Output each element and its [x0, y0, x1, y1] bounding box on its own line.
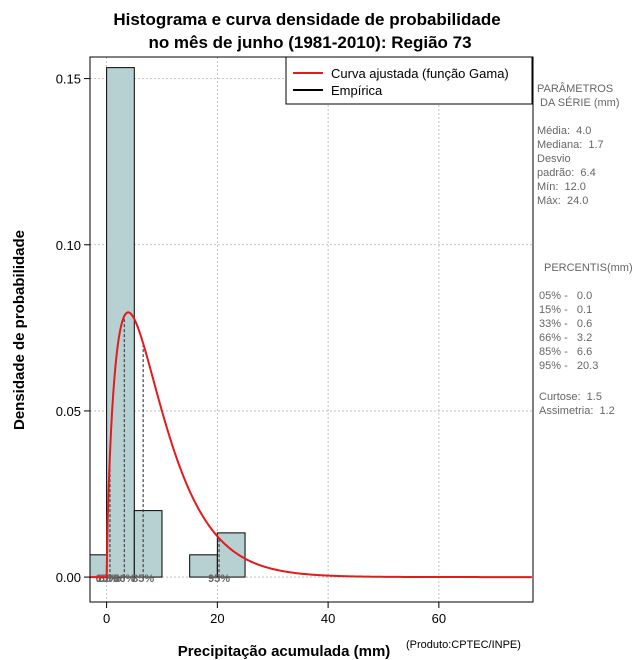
params-title-2: DA SÉRIE (mm): [537, 96, 620, 109]
stat-max: Máx: 24.0: [537, 195, 588, 207]
legend-label-fitted-curve: Curva ajustada (função Gama): [331, 66, 509, 81]
legend-label-empirical: Empírica: [331, 83, 383, 98]
credit-text: (Produto:CPTEC/INPE): [406, 639, 521, 651]
percentiles-title: PERCENTIS(mm): [544, 262, 633, 274]
x-axis: 0 20 40 60: [103, 602, 446, 626]
percentile-label-0: 05%: [96, 573, 118, 585]
stat-stddev-line-1: Desvio: [537, 153, 571, 165]
stat-mean: Média: 4.0: [537, 125, 591, 137]
statistics-panel: PARÂMETROS DA SÉRIE (mm) Média: 4.0 Medi…: [537, 82, 633, 417]
params-title-1: PARÂMETROS: [537, 82, 613, 95]
gamma-fitted-curve: [90, 311, 532, 579]
histogram-bars: [89, 67, 246, 578]
percentile-label-1: 15%: [96, 573, 118, 585]
y-axis: 0.00 0.05 0.10 0.15: [56, 72, 90, 585]
x-axis-label: Precipitação acumulada (mm): [178, 643, 391, 660]
y-tick-label-2: 0.10: [56, 238, 81, 253]
percentile-label-2: 33%: [99, 573, 121, 585]
stat-median: Mediana: 1.7: [537, 139, 604, 151]
percentile-95: 95% - 20.3: [539, 360, 598, 372]
y-tick-label-0: 0.00: [56, 570, 81, 585]
y-axis-label: Densidade de probabilidade: [11, 230, 28, 430]
percentile-markers: 05%15%33%66%85% 95%: [96, 315, 230, 585]
stat-min: Mín: 12.0: [537, 181, 586, 193]
percentile-label-3: 66%: [113, 573, 135, 585]
percentile-85: 85% - 6.6: [539, 346, 592, 358]
legend: Curva ajustada (função Gama) Empírica: [285, 56, 533, 105]
percentile-15: 15% - 0.1: [539, 304, 592, 316]
y-tick-label-3: 0.15: [56, 72, 81, 87]
legend-box: [285, 56, 533, 105]
percentile-label-5: 95%: [208, 573, 230, 585]
x-tick-label-2: 40: [321, 611, 335, 626]
x-tick-label-1: 20: [210, 611, 224, 626]
x-tick-label-3: 60: [432, 611, 446, 626]
chart-title-line-2: no mês de junho (1981-2010): Região 73: [148, 33, 471, 52]
percentile-66: 66% - 3.2: [539, 332, 592, 344]
percentile-05: 05% - 0.0: [539, 290, 592, 302]
chart-title-line-1: Histograma e curva densidade de probabil…: [113, 10, 500, 29]
gamma-curve-layer: [90, 311, 532, 579]
percentile-33: 33% - 0.6: [539, 318, 592, 330]
stat-kurtosis: Curtose: 1.5: [539, 391, 602, 403]
stat-skewness: Assimetria: 1.2: [539, 405, 615, 417]
histogram-bar-2: [133, 510, 163, 578]
y-tick-label-1: 0.05: [56, 404, 81, 419]
percentile-label-4: 85%: [132, 573, 154, 585]
histogram-bar-1: [106, 67, 135, 578]
stat-stddev-line-2: padrão: 6.4: [537, 167, 596, 179]
x-tick-label-0: 0: [103, 611, 110, 626]
